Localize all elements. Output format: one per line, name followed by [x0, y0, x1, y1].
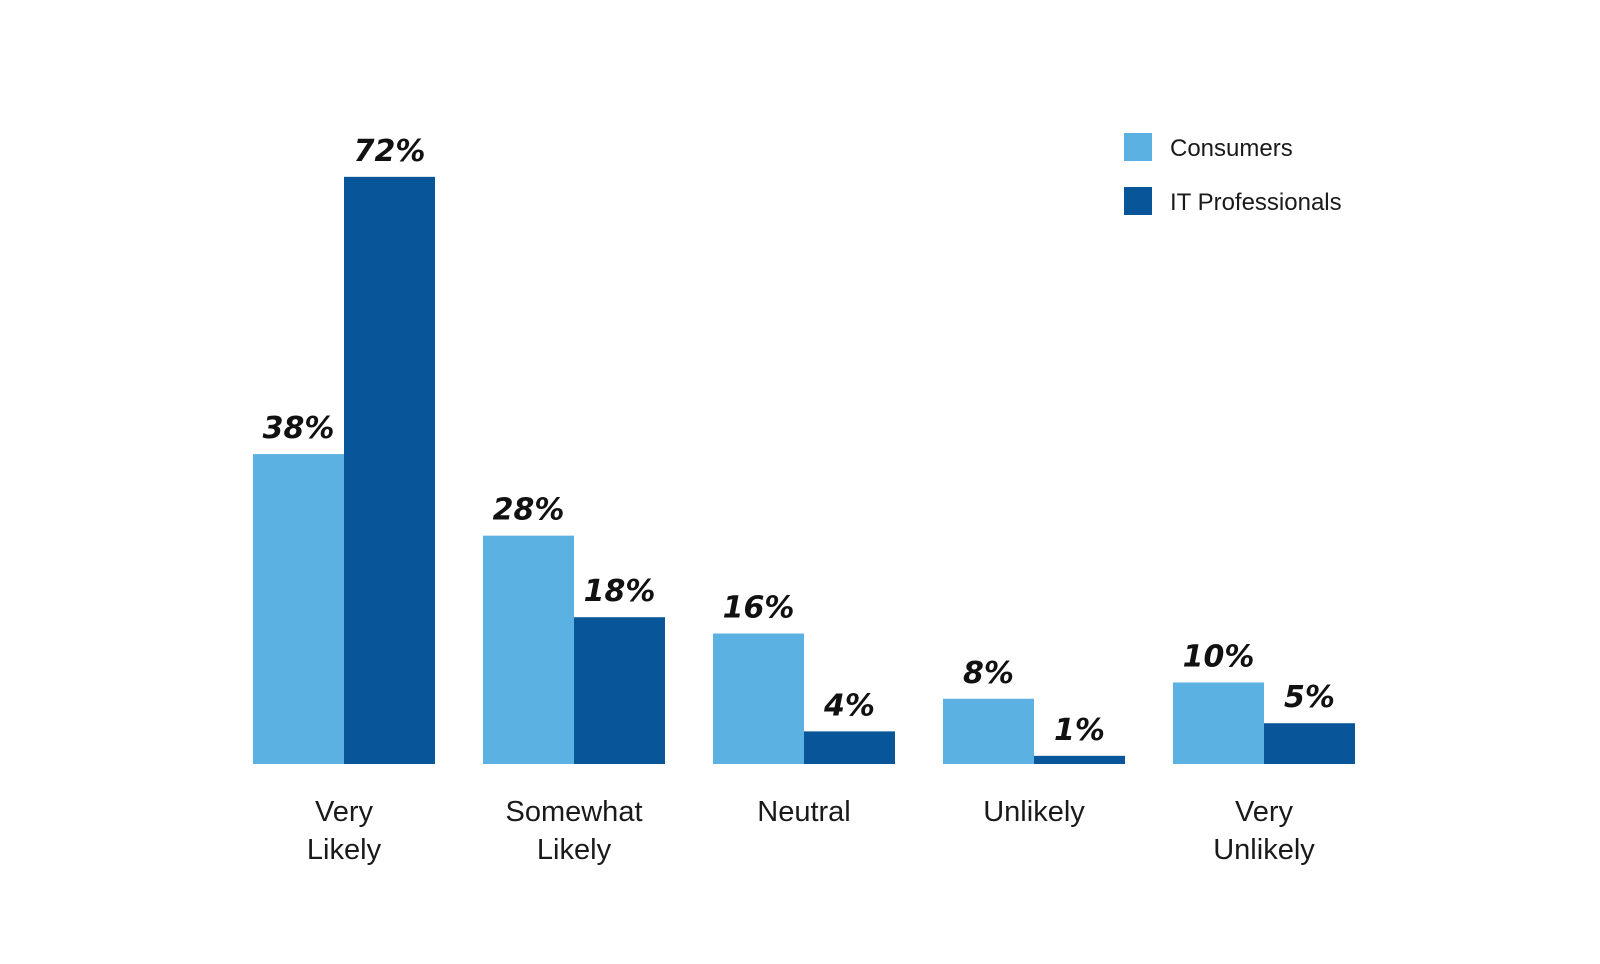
category-label-4: Very Unlikely — [1213, 796, 1315, 866]
legend-swatch-1 — [1124, 187, 1152, 215]
legend-swatch-0 — [1124, 133, 1152, 161]
category-label-line: Very — [315, 796, 374, 828]
bar-0-4 — [1173, 682, 1264, 764]
bars-layer — [253, 176, 1355, 765]
value-label-1-0: 72% — [354, 134, 426, 169]
value-label-0-1: 28% — [493, 493, 565, 528]
value-label-1-2: 4% — [823, 688, 875, 723]
category-label-0: Very Likely — [307, 796, 382, 866]
value-label-0-3: 8% — [963, 656, 1014, 691]
value-labels-layer: 38% 72% 28% 18% 16% 4% 8% 1% 10% 5% — [263, 134, 1335, 748]
bar-1-4 — [1264, 723, 1355, 764]
category-label-line: Neutral — [757, 796, 851, 828]
legend: Consumers IT Professionals — [1124, 133, 1342, 216]
value-label-1-4: 5% — [1284, 680, 1335, 715]
category-label-line: Likely — [307, 834, 382, 866]
category-label-line: Somewhat — [505, 796, 642, 828]
bar-0-1 — [483, 535, 574, 764]
category-label-line: Likely — [537, 834, 612, 866]
value-label-0-2: 16% — [723, 591, 795, 626]
value-label-1-3: 1% — [1054, 713, 1105, 748]
value-label-0-4: 10% — [1183, 639, 1255, 674]
category-label-3: Unlikely — [983, 796, 1085, 828]
category-label-line: Unlikely — [983, 796, 1085, 828]
legend-label-1: IT Professionals — [1170, 189, 1342, 216]
bar-0-0 — [253, 454, 344, 764]
value-label-1-1: 18% — [584, 574, 656, 609]
category-label-line: Very — [1235, 796, 1294, 828]
bar-0-3 — [943, 698, 1034, 764]
legend-label-0: Consumers — [1170, 135, 1293, 162]
bar-1-1 — [574, 617, 665, 764]
bar-1-2 — [804, 731, 895, 764]
category-label-2: Neutral — [757, 796, 851, 828]
bar-1-3 — [1034, 755, 1125, 764]
bar-1-0 — [344, 176, 435, 765]
value-label-0-0: 38% — [263, 411, 335, 446]
category-label-line: Unlikely — [1213, 834, 1315, 866]
bar-0-2 — [713, 633, 804, 764]
category-label-1: Somewhat Likely — [505, 796, 642, 866]
